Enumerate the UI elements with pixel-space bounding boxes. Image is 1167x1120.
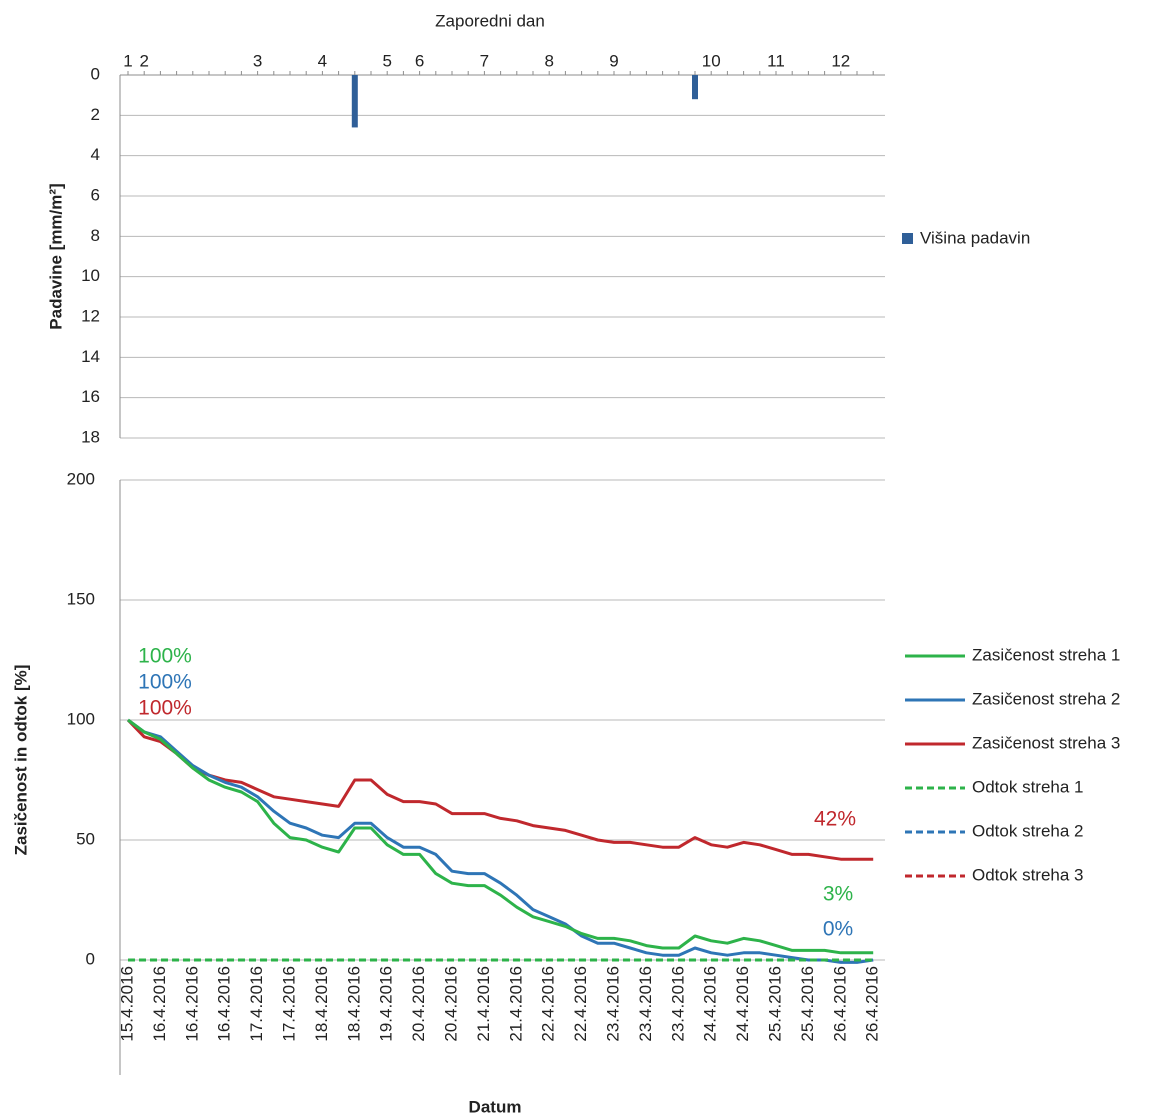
legend-label: Odtok streha 2 [972,821,1084,840]
x-tick-label: 24.4.2016 [733,966,752,1042]
x-tick-label: 20.4.2016 [409,966,428,1042]
y-tick-label: 10 [81,266,100,285]
x-tick-label: 11 [767,51,785,70]
legend-label: Zasičenost streha 1 [972,645,1120,664]
data-label: 0% [823,918,853,941]
x-tick-label: 16.4.2016 [182,966,201,1042]
y-tick-label: 50 [76,829,95,848]
data-label: 100% [138,671,192,694]
x-tick-label: 21.4.2016 [474,966,493,1042]
line [127,718,874,964]
x-tick-label: 6 [415,51,424,70]
y-tick-label: 0 [91,64,100,83]
line [127,718,874,955]
legend-label: Odtok streha 3 [972,865,1084,884]
y-tick-label: 6 [91,185,100,204]
bar [692,75,698,100]
y-tick-label: 100 [67,709,95,728]
x-tick-label: 17.4.2016 [247,966,266,1042]
x-tick-label: 16.4.2016 [150,966,169,1042]
x-tick-label: 12 [831,51,850,70]
x-tick-label: 17.4.2016 [279,966,298,1042]
x-tick-label: 25.4.2016 [798,966,817,1042]
x-tick-label: 5 [382,51,391,70]
y-tick-label: 4 [91,145,100,164]
x-tick-label: 22.4.2016 [571,966,590,1042]
legend-label: Odtok streha 1 [972,777,1084,796]
y-axis-label: Padavine [mm/m²] [46,183,65,329]
x-axis-label: Zaporedni dan [435,11,545,30]
y-tick-label: 150 [67,589,95,608]
y-tick-label: 12 [81,306,100,325]
x-tick-label: 16.4.2016 [215,966,234,1042]
x-tick-label: 9 [609,51,618,70]
data-label: 42% [814,808,856,831]
y-tick-label: 2 [91,105,100,124]
x-tick-label: 10 [702,51,721,70]
x-tick-label: 15.4.2016 [117,966,136,1042]
y-tick-label: 200 [67,469,95,488]
x-tick-label: 3 [253,51,262,70]
y-tick-label: 18 [81,427,100,446]
x-tick-label: 23.4.2016 [668,966,687,1042]
legend-swatch [902,233,913,244]
x-tick-label: 7 [480,51,489,70]
x-tick-label: 18.4.2016 [312,966,331,1042]
y-axis-label: Zasičenost in odtok [%] [11,665,30,856]
line [126,718,874,861]
x-tick-label: 25.4.2016 [765,966,784,1042]
x-tick-label: 21.4.2016 [506,966,525,1042]
x-tick-label: 23.4.2016 [603,966,622,1042]
y-tick-label: 14 [81,347,100,366]
data-label: 100% [138,697,192,720]
x-tick-label: 19.4.2016 [377,966,396,1042]
y-tick-label: 16 [81,387,100,406]
x-tick-label: 26.4.2016 [830,966,849,1042]
x-tick-label: 1 [123,51,132,70]
data-label: 100% [138,645,192,668]
legend-label: Zasičenost streha 2 [972,689,1120,708]
x-tick-label: 8 [544,51,553,70]
y-tick-label: 0 [86,949,95,968]
x-tick-label: 20.4.2016 [441,966,460,1042]
legend-label: Višina padavin [920,228,1030,247]
data-label: 3% [823,883,853,906]
x-axis-label: Datum [469,1097,522,1116]
x-tick-label: 4 [318,51,327,70]
y-tick-label: 8 [91,226,100,245]
x-tick-label: 24.4.2016 [701,966,720,1042]
x-tick-label: 18.4.2016 [344,966,363,1042]
x-tick-label: 26.4.2016 [863,966,882,1042]
x-tick-label: 22.4.2016 [539,966,558,1042]
x-tick-label: 2 [139,51,148,70]
legend-label: Zasičenost streha 3 [972,733,1120,752]
bar [351,75,358,128]
x-tick-label: 23.4.2016 [636,966,655,1042]
